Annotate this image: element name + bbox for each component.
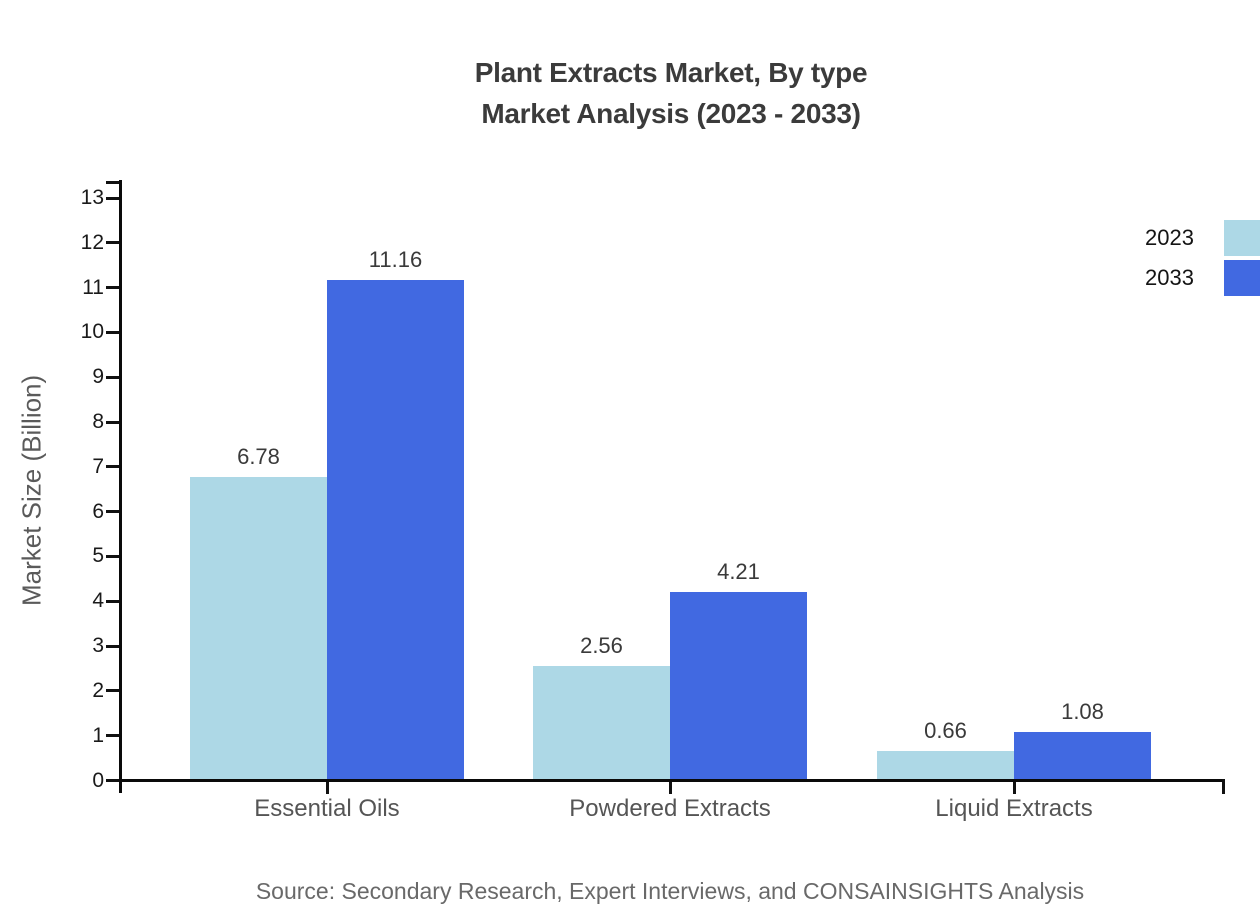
value-label: 6.78 [237,443,280,469]
y-tick-mark [106,689,119,693]
value-label: 1.08 [1061,699,1104,725]
value-label: 4.21 [717,558,760,584]
x-category-label: Powdered Extracts [569,795,771,822]
y-tick-mark [106,599,119,603]
chart-title-line2: Market Analysis (2023 - 2033) [481,98,861,129]
y-tick-label: 10 [80,320,104,344]
y-tick-label: 5 [92,544,104,568]
legend-label-2033: 2033 [1145,265,1194,290]
x-category-label: Essential Oils [254,795,400,822]
y-tick-mark [106,286,119,290]
y-tick-label: 6 [92,499,104,523]
value-label: 11.16 [368,247,423,273]
y-tick-mark [106,375,119,379]
y-tick-label: 12 [80,230,104,254]
y-tick-mark [106,196,119,200]
y-tick-label: 8 [92,410,104,434]
y-tick-label: 3 [92,634,104,658]
x-axis-line [119,779,1225,782]
x-tick-mark [668,782,672,794]
y-axis-endcap-tick [106,181,119,184]
value-label: 0.66 [924,717,967,743]
chart-title-line1: Plant Extracts Market, By type [474,57,868,88]
source-note: Source: Secondary Research, Expert Inter… [255,878,1085,904]
x-tick-mark [1012,782,1016,794]
legend: 2023 2033 [1145,220,1260,300]
bar-2023-liquid-extracts [877,750,1014,779]
y-tick-label: 2 [92,678,104,702]
y-tick-mark [106,734,119,738]
bar-2033-liquid-extracts [1014,732,1151,779]
y-tick-label: 1 [92,723,104,747]
y-tick-mark [106,644,119,648]
y-tick-label: 4 [92,589,104,613]
x-tick-mark [325,782,329,794]
y-tick-label: 7 [92,454,104,478]
y-tick-mark [106,330,119,334]
legend-swatch-2033 [1224,260,1260,296]
y-tick-label: 13 [80,186,104,209]
y-tick-label: 9 [92,365,104,389]
legend-item-2033: 2033 [1145,260,1260,296]
y-tick-label: 0 [92,768,104,792]
y-tick-mark [106,510,119,514]
y-tick-mark [106,779,119,782]
bar-2033-powdered-extracts [670,591,807,779]
bar-2023-powdered-extracts [533,665,670,779]
y-tick-label: 11 [82,275,104,299]
y-axis-line [119,180,122,793]
bar-2023-essential-oils [190,476,327,779]
legend-item-2023: 2023 [1145,220,1260,256]
y-tick-mark [106,420,119,424]
y-tick-mark [106,554,119,558]
value-label: 2.56 [580,632,623,658]
y-tick-mark [106,465,119,469]
legend-swatch-2023 [1224,220,1260,256]
x-category-label: Liquid Extracts [935,795,1093,822]
bar-2033-essential-oils [327,280,464,779]
x-axis-endcap-tick [1222,779,1225,794]
y-tick-mark [106,241,119,245]
legend-label-2023: 2023 [1145,225,1194,250]
chart-title: Plant Extracts Market, By type Market An… [120,52,1222,134]
